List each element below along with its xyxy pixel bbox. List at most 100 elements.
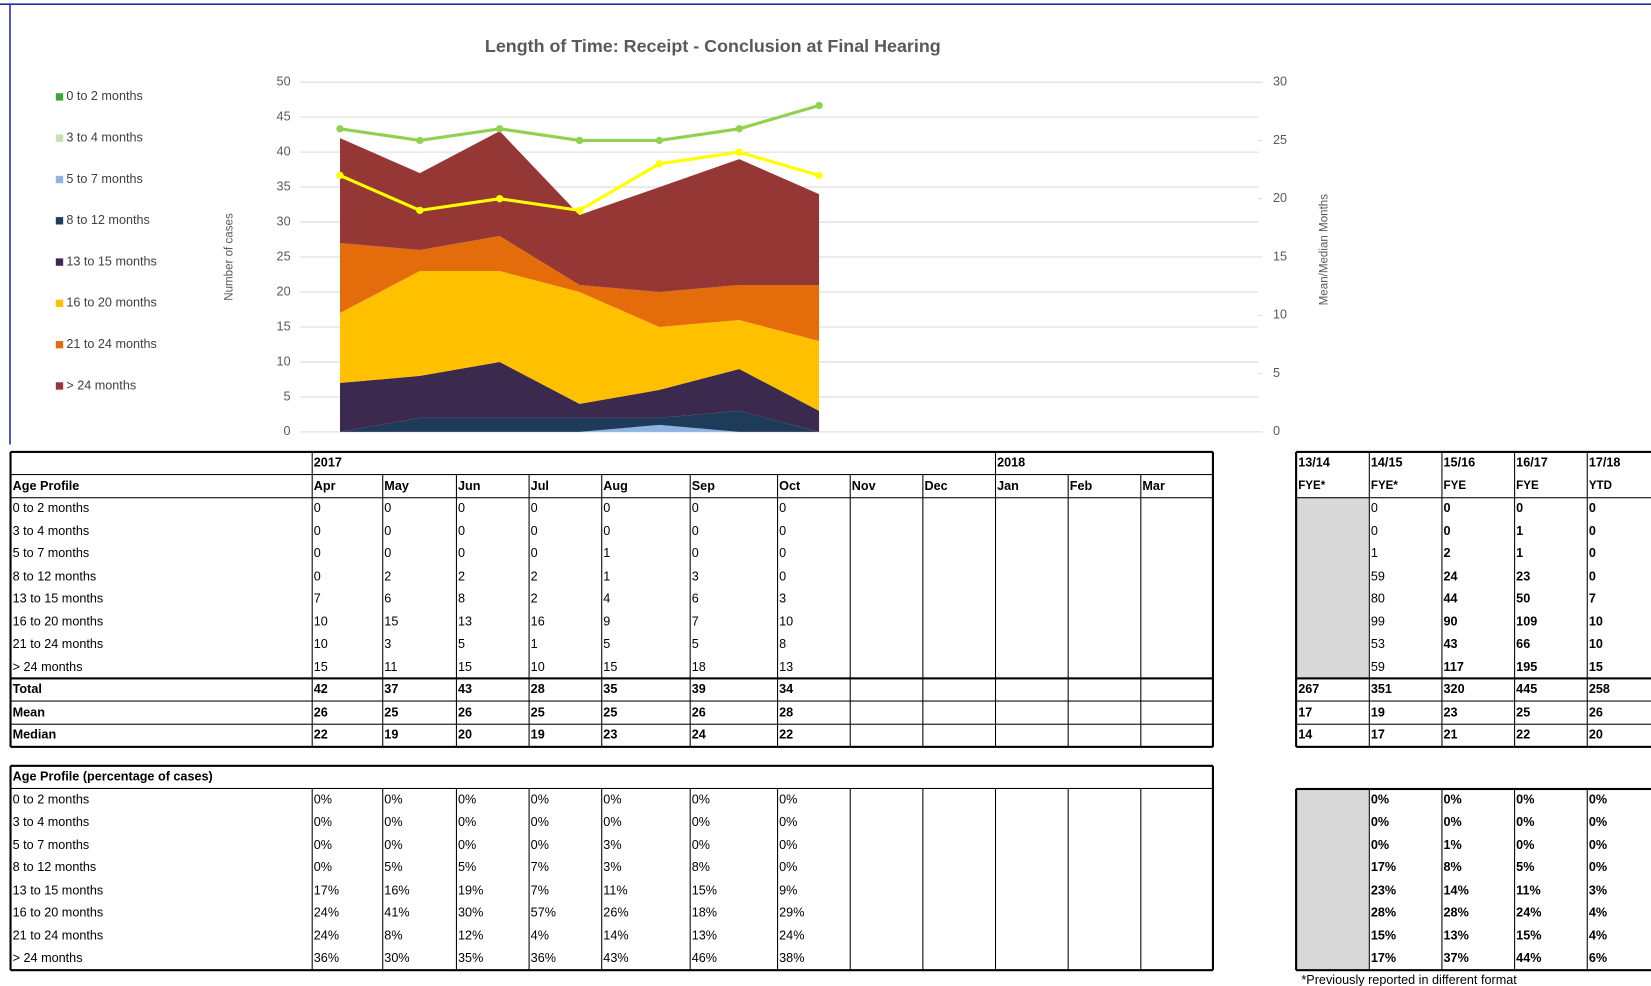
cell: 18 — [691, 658, 706, 674]
v-rule — [1295, 788, 1298, 970]
cell: 13% — [691, 927, 718, 943]
cell: 0 — [530, 500, 538, 516]
cell: 0 — [530, 523, 538, 538]
v-rule — [1368, 451, 1370, 747]
cell: 0 — [313, 568, 321, 584]
cell: 36% — [530, 950, 556, 965]
line-point — [496, 195, 504, 203]
line-point — [735, 148, 743, 156]
v-rule — [381, 788, 383, 970]
cell: 42 — [313, 681, 328, 697]
h-rule — [1296, 450, 1651, 453]
y-tick-label: 5 — [284, 389, 291, 403]
cell: 0 — [691, 500, 699, 516]
row-label: 16 to 20 months — [12, 904, 104, 920]
cell: 19 — [1370, 704, 1385, 719]
line-point — [575, 136, 584, 145]
y2-tick-label: 0 — [1273, 424, 1280, 438]
fy-header: 16/17 — [1516, 455, 1548, 470]
cell: 39 — [691, 681, 706, 697]
cell: 11% — [1516, 882, 1541, 897]
month-header: Oct — [779, 477, 801, 493]
line-point — [496, 125, 504, 133]
cell: 0% — [1588, 836, 1608, 852]
cell: 4 — [603, 590, 611, 606]
cell: 5% — [458, 859, 477, 875]
cell: 25 — [530, 704, 545, 719]
month-header: Apr — [313, 477, 336, 493]
cell: 0 — [779, 568, 787, 584]
row-label: 0 to 2 months — [12, 791, 90, 807]
cell: 37% — [1443, 950, 1469, 965]
v-rule — [9, 765, 12, 970]
cell: 5 — [691, 636, 699, 652]
y-tick-label: 30 — [277, 214, 291, 228]
line-point — [815, 101, 823, 110]
cell: 57% — [530, 904, 556, 920]
cell: 0% — [779, 814, 798, 830]
cell: 0% — [313, 859, 333, 875]
h-rule — [10, 968, 1213, 971]
cell: 11 — [384, 658, 398, 674]
row-label: 0 to 2 months — [12, 500, 90, 516]
cell: 22 — [1516, 726, 1531, 742]
cell: 0% — [691, 791, 711, 807]
v-rule — [600, 788, 602, 970]
cell: 26 — [313, 704, 328, 719]
cell: 0% — [458, 814, 477, 830]
cell: 0% — [1516, 836, 1535, 852]
cell: 20 — [1588, 726, 1603, 742]
cell: 0 — [1443, 523, 1451, 538]
cell: 0 — [530, 545, 538, 561]
y2-tick-label: 10 — [1273, 308, 1287, 322]
v-rule — [1295, 451, 1298, 747]
line-point — [416, 136, 424, 145]
cell: 66 — [1516, 636, 1531, 652]
y-tick-label: 50 — [277, 75, 291, 89]
cell: 0% — [1588, 791, 1608, 807]
row-label: 3 to 4 months — [12, 523, 90, 538]
y-tick-label: 40 — [277, 144, 291, 158]
y2-tick-label: 30 — [1273, 75, 1287, 89]
month-header: Jun — [458, 477, 481, 493]
cell: 0% — [1588, 814, 1608, 830]
cell: 25 — [603, 704, 618, 719]
cell: 14% — [1443, 882, 1469, 897]
fy-header: 13/14 — [1298, 455, 1330, 470]
cell: 99 — [1370, 613, 1385, 629]
cell: 0% — [691, 814, 711, 830]
fy-header: 14/15 — [1370, 455, 1403, 470]
row-label: 13 to 15 months — [12, 882, 104, 897]
v-rule — [455, 474, 457, 747]
cell: 4% — [530, 927, 549, 943]
cell: 19% — [458, 882, 484, 897]
cell: 0 — [691, 523, 699, 538]
legend-swatch — [55, 382, 64, 390]
cell: 7 — [1588, 590, 1596, 606]
month-header: Jul — [530, 477, 549, 493]
cell: 0 — [603, 523, 611, 538]
v-rule — [528, 788, 530, 970]
row-label: 16 to 20 months — [12, 613, 104, 629]
cell: 1 — [603, 545, 611, 561]
legend-swatch — [55, 258, 64, 266]
cell: 0% — [530, 791, 549, 807]
cell: 44% — [1516, 950, 1542, 965]
row-label: 13 to 15 months — [12, 590, 104, 606]
cell: 0 — [313, 500, 321, 516]
h-rule — [10, 764, 1213, 767]
cell: 28 — [530, 681, 545, 697]
cell: 6% — [1588, 950, 1608, 965]
row-label: 21 to 24 months — [12, 927, 104, 943]
v-rule — [1513, 451, 1515, 747]
cell: 0 — [458, 523, 466, 538]
month-header: Sep — [691, 477, 715, 493]
v-rule — [381, 474, 383, 747]
h-rule — [10, 450, 1213, 453]
v-rule — [1067, 474, 1069, 747]
cell: 0% — [603, 791, 622, 807]
cell: 320 — [1443, 681, 1465, 697]
cell: 15% — [1516, 927, 1542, 943]
cell: 2 — [458, 568, 466, 584]
